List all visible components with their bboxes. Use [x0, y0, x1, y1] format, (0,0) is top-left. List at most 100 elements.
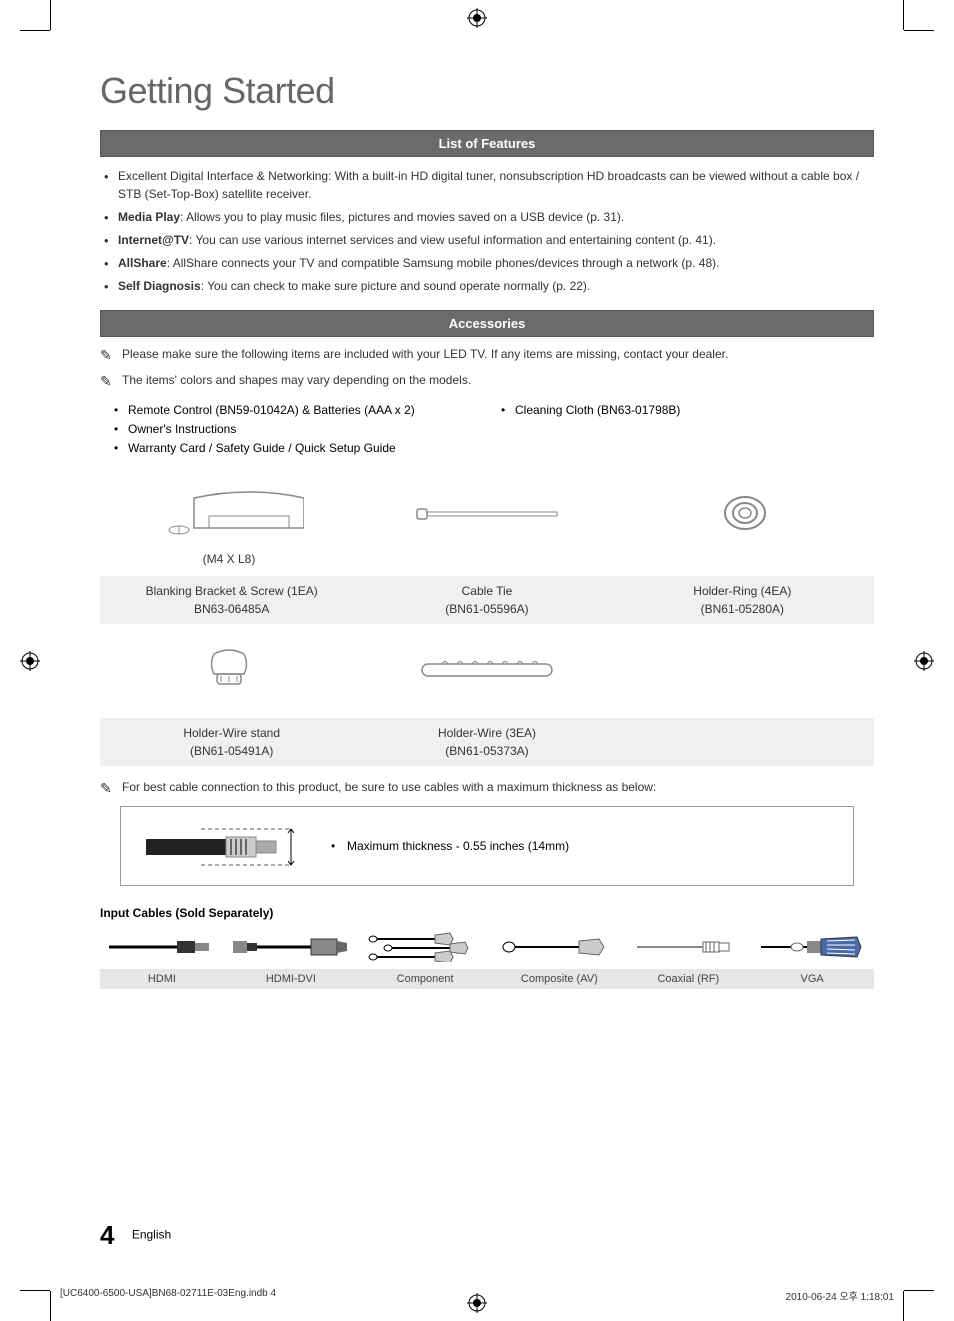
cable-img-cell	[358, 928, 492, 969]
items-row-1-labels: Blanking Bracket & Screw (1EA) BN63-0648…	[100, 576, 874, 624]
feature-text: : AllShare connects your TV and compatib…	[167, 256, 720, 270]
thickness-text: Maximum thickness - 0.55 inches (14mm)	[331, 839, 569, 853]
cable-label: Component	[358, 969, 492, 989]
item-name: Cable Tie	[359, 582, 614, 600]
feature-item: Self Diagnosis: You can check to make su…	[118, 277, 874, 295]
item-cell	[616, 474, 874, 570]
note: ✎ The items' colors and shapes may vary …	[100, 371, 874, 389]
input-cables-heading: Input Cables (Sold Separately)	[100, 906, 874, 920]
registration-mark-icon	[914, 651, 934, 671]
page-content: Getting Started List of Features Excelle…	[100, 70, 874, 1251]
blanking-bracket-icon	[154, 478, 304, 548]
page-num: 4	[100, 1220, 114, 1250]
accessory-col-right: Cleaning Cloth (BN63-01798B)	[487, 403, 874, 460]
cable-img-cell	[626, 928, 750, 969]
item-label: Blanking Bracket & Screw (1EA) BN63-0648…	[104, 582, 359, 618]
screw-caption: (M4 X L8)	[104, 552, 354, 566]
footer-filename: [UC6400-6500-USA]BN68-02711E-03Eng.indb …	[60, 1288, 276, 1303]
accessory-item: Remote Control (BN59-01042A) & Batteries…	[128, 403, 487, 417]
accessory-text-columns: Remote Control (BN59-01042A) & Batteries…	[100, 397, 874, 468]
accessory-item: Owner's Instructions	[128, 422, 487, 436]
cable-label: Coaxial (RF)	[626, 969, 750, 989]
composite-cable-icon	[499, 935, 619, 959]
item-label: Holder-Wire stand (BN61-05491A)	[104, 724, 359, 760]
holder-wire-stand-icon	[199, 644, 259, 694]
item-cell: (M4 X L8)	[100, 474, 358, 570]
note-icon: ✎	[100, 345, 112, 366]
print-footer: [UC6400-6500-USA]BN68-02711E-03Eng.indb …	[60, 1288, 894, 1303]
item-cell	[616, 630, 874, 712]
item-partno: BN63-06485A	[104, 600, 359, 618]
crop-mark	[50, 0, 51, 30]
item-cell	[358, 630, 616, 712]
feature-item: AllShare: AllShare connects your TV and …	[118, 254, 874, 272]
note-text: The items' colors and shapes may vary de…	[122, 373, 471, 387]
cable-img-cell	[750, 928, 874, 969]
cable-label: HDMI	[100, 969, 224, 989]
cable-img-cell	[100, 928, 224, 969]
item-name: Holder-Wire (3EA)	[359, 724, 614, 742]
item-name: Holder-Ring (4EA)	[615, 582, 870, 600]
items-row-2	[100, 630, 874, 712]
note: ✎ For best cable connection to this prod…	[100, 778, 874, 796]
holder-ring-icon	[720, 493, 770, 533]
page-number: 4 English	[100, 1220, 171, 1251]
feature-text: Excellent Digital Interface & Networking…	[118, 169, 859, 201]
cable-table: HDMI HDMI-DVI Component Composite (AV) C…	[100, 928, 874, 989]
thickness-box: Maximum thickness - 0.55 inches (14mm)	[120, 806, 854, 886]
note-text: For best cable connection to this produc…	[122, 780, 656, 794]
item-name: Blanking Bracket & Screw (1EA)	[104, 582, 359, 600]
hdmi-cable-icon	[107, 935, 217, 959]
accessory-item: Cleaning Cloth (BN63-01798B)	[515, 403, 874, 417]
crop-mark	[50, 1291, 51, 1321]
item-cell	[100, 630, 358, 712]
item-partno: (BN61-05280A)	[615, 600, 870, 618]
crop-mark	[903, 0, 904, 30]
cable-label: Composite (AV)	[492, 969, 626, 989]
feature-text: : Allows you to play music files, pictur…	[180, 210, 624, 224]
cable-thickness-icon	[141, 821, 301, 871]
note-icon: ✎	[100, 371, 112, 392]
section-header-accessories: Accessories	[100, 310, 874, 337]
coaxial-cable-icon	[633, 935, 743, 959]
item-label: Cable Tie (BN61-05596A)	[359, 582, 614, 618]
note-icon: ✎	[100, 778, 112, 799]
component-cable-icon	[365, 932, 485, 962]
items-row-2-labels: Holder-Wire stand (BN61-05491A) Holder-W…	[100, 718, 874, 766]
feature-item: Internet@TV: You can use various interne…	[118, 231, 874, 249]
crop-mark	[904, 1290, 934, 1291]
registration-mark-icon	[20, 651, 40, 671]
hdmi-dvi-cable-icon	[231, 935, 351, 959]
cable-label: HDMI-DVI	[224, 969, 358, 989]
item-partno: (BN61-05373A)	[359, 742, 614, 760]
page-title: Getting Started	[100, 70, 874, 112]
feature-text: : You can check to make sure picture and…	[201, 279, 591, 293]
item-name: Holder-Wire stand	[104, 724, 359, 742]
holder-wire-icon	[412, 654, 562, 684]
accessory-col-left: Remote Control (BN59-01042A) & Batteries…	[100, 403, 487, 460]
cable-tie-icon	[412, 503, 562, 523]
feature-item: Excellent Digital Interface & Networking…	[118, 167, 874, 203]
page-lang: English	[132, 1228, 171, 1242]
feature-item: Media Play: Allows you to play music fil…	[118, 208, 874, 226]
crop-mark	[904, 30, 934, 31]
vga-cable-icon	[757, 935, 867, 959]
cable-label: VGA	[750, 969, 874, 989]
section-header-features: List of Features	[100, 130, 874, 157]
crop-mark	[20, 30, 50, 31]
cable-img-cell	[492, 928, 626, 969]
item-label: Holder-Ring (4EA) (BN61-05280A)	[615, 582, 870, 618]
crop-mark	[20, 1290, 50, 1291]
items-row-1: (M4 X L8)	[100, 474, 874, 570]
footer-timestamp: 2010-06-24 오후 1:18:01	[786, 1288, 894, 1303]
feature-text: : You can use various internet services …	[189, 233, 716, 247]
item-label: Holder-Wire (3EA) (BN61-05373A)	[359, 724, 614, 760]
features-block: Excellent Digital Interface & Networking…	[100, 157, 874, 310]
note-text: Please make sure the following items are…	[122, 347, 728, 361]
note: ✎ Please make sure the following items a…	[100, 345, 874, 363]
accessory-item: Warranty Card / Safety Guide / Quick Set…	[128, 441, 487, 455]
registration-mark-icon	[467, 8, 487, 28]
feature-label: Self Diagnosis	[118, 279, 201, 293]
item-label	[615, 724, 870, 760]
item-cell	[358, 474, 616, 570]
